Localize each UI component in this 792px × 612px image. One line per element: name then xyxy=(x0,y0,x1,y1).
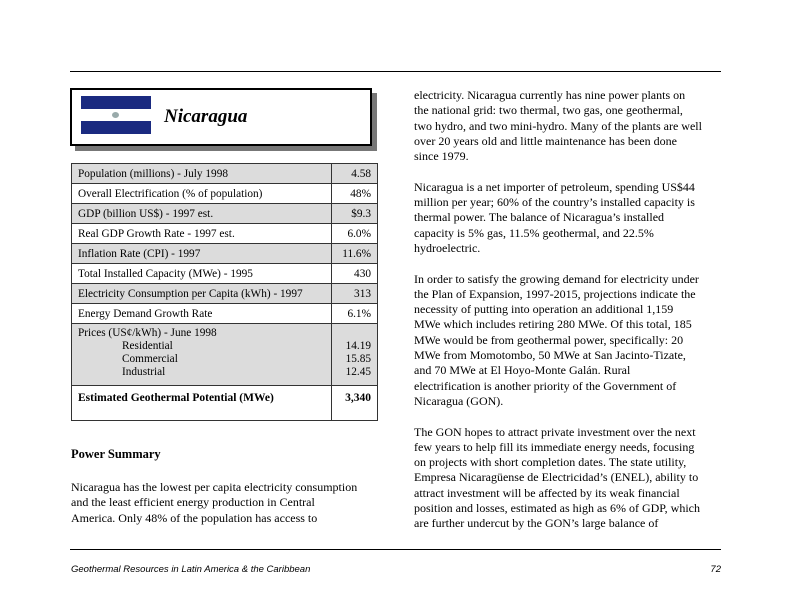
prices-label: Prices (US¢/kWh) - June 1998 xyxy=(78,327,217,339)
row-value: $9.3 xyxy=(331,203,378,224)
table-row-geothermal-potential: Estimated Geothermal Potential (MWe) 3,34… xyxy=(71,385,378,421)
text-line: attract investment will be affected by i… xyxy=(414,485,680,500)
text-line: and the least efficient energy productio… xyxy=(71,495,315,510)
text-line: the Plan of Expansion, 1997-2015, projec… xyxy=(414,286,696,301)
price-sector-label: Residential xyxy=(122,340,173,352)
text-line: MWe would be from geothermal power, spec… xyxy=(414,332,684,347)
text-line: since 1979. xyxy=(414,149,469,164)
text-line: are further undercut by the GON’s large … xyxy=(414,516,659,531)
page-number: 72 xyxy=(710,564,721,575)
text-line: over 20 years old and little maintenance… xyxy=(414,133,677,148)
price-sector-label: Commercial xyxy=(122,353,178,365)
text-line: Empresa Nicaragüense de Electricidad’s (… xyxy=(414,470,699,485)
footer-title: Geothermal Resources in Latin America & … xyxy=(71,564,311,575)
table-row: Energy Demand Growth Rate 6.1% xyxy=(71,303,378,324)
text-line: Nicaragua has the lowest per capita elec… xyxy=(71,480,358,494)
text-line: capacity is 5% gas, 11.5% geothermal, an… xyxy=(414,225,654,240)
paragraph: The GON hopes to attract private investm… xyxy=(414,425,702,532)
footer-rule xyxy=(70,549,721,550)
table-row: Population (millions) - July 1998 4.58 xyxy=(71,163,378,184)
text-line: thermal power. The balance of Nicaragua’… xyxy=(414,210,665,225)
row-label: Overall Electrification (% of population… xyxy=(71,183,332,204)
table-row: Total Installed Capacity (MWe) - 1995 430 xyxy=(71,263,378,284)
text-line: on projects with short completion dates.… xyxy=(414,455,687,470)
row-value: 6.0% xyxy=(331,223,378,244)
text-line: Nicaragua is a net importer of petroleum… xyxy=(414,179,695,194)
text-line: MWe from Momotombo, 50 MWe at San Jacint… xyxy=(414,348,686,363)
text-line: The GON hopes to attract private investm… xyxy=(414,424,696,439)
text-line: few years to help fill its immediate ene… xyxy=(414,439,695,454)
paragraph: Nicaragua has the lowest per capita elec… xyxy=(71,480,357,526)
row-label: GDP (billion US$) - 1997 est. xyxy=(71,203,332,224)
row-label: Real GDP Growth Rate - 1997 est. xyxy=(71,223,332,244)
right-column-text: electricity. Nicaragua currently has nin… xyxy=(414,88,702,547)
section-heading: Power Summary xyxy=(71,447,161,461)
row-value: 313 xyxy=(331,283,378,304)
row-label: Total Installed Capacity (MWe) - 1995 xyxy=(71,263,332,284)
table-row: Real GDP Growth Rate - 1997 est. 6.0% xyxy=(71,223,378,244)
table-row: Overall Electrification (% of population… xyxy=(71,183,378,204)
text-line: electrification is another priority of t… xyxy=(414,378,677,393)
row-value: 6.1% xyxy=(331,303,378,324)
text-line: Nicaragua (GON). xyxy=(414,393,504,408)
text-line: two hydro, and two mini-hydro. Many of t… xyxy=(414,118,702,133)
table-row-prices: Prices (US¢/kWh) - June 1998 Residential C… xyxy=(71,323,378,386)
table-row: Inflation Rate (CPI) - 1997 11.6% xyxy=(71,243,378,264)
row-label: Population (millions) - July 1998 xyxy=(71,163,332,184)
country-facts-table: Population (millions) - July 1998 4.58 Ove… xyxy=(71,163,378,421)
left-column-text: Nicaragua has the lowest per capita elec… xyxy=(71,480,357,541)
text-line: MWe which includes retiring 280 MWe. Of … xyxy=(414,317,692,332)
row-value: 48% xyxy=(331,183,378,204)
text-line: and 70 MWe at El Hoyo-Monte Galán. Rural xyxy=(414,363,631,378)
nicaragua-flag-icon xyxy=(81,96,151,134)
text-line: the national grid: two thermal, two gas,… xyxy=(414,103,683,118)
row-label: Prices (US¢/kWh) - June 1998 Residential C… xyxy=(71,323,332,386)
price-value: 15.85 xyxy=(345,353,371,365)
paragraph: In order to satisfy the growing demand f… xyxy=(414,272,702,410)
row-label: Energy Demand Growth Rate xyxy=(71,303,332,324)
row-values: 14.19 15.85 12.45 xyxy=(331,323,378,386)
row-label: Estimated Geothermal Potential (MWe) xyxy=(71,385,332,421)
header-rule xyxy=(70,71,721,72)
text-line: hydroelectric. xyxy=(414,240,481,255)
text-line: America. Only 48% of the population has … xyxy=(71,510,318,525)
table-row: Electricity Consumption per Capita (kWh)… xyxy=(71,283,378,304)
row-label: Electricity Consumption per Capita (kWh)… xyxy=(71,283,332,304)
price-value: 14.19 xyxy=(345,340,371,352)
text-line: In order to satisfy the growing demand f… xyxy=(414,271,699,286)
country-title-box: Nicaragua xyxy=(70,88,372,146)
row-label: Inflation Rate (CPI) - 1997 xyxy=(71,243,332,264)
text-line: electricity. Nicaragua currently has nin… xyxy=(414,88,686,102)
price-sector-label: Industrial xyxy=(122,366,166,378)
country-name: Nicaragua xyxy=(164,106,248,127)
text-line: position and losses, estimated as high a… xyxy=(414,501,700,516)
text-line: necessity of putting into operation an a… xyxy=(414,302,674,317)
row-value: 11.6% xyxy=(331,243,378,264)
paragraph: electricity. Nicaragua currently has nin… xyxy=(414,88,702,164)
paragraph: Nicaragua is a net importer of petroleum… xyxy=(414,180,702,256)
row-value: 430 xyxy=(331,263,378,284)
row-value: 3,340 xyxy=(331,385,378,421)
spacer xyxy=(338,327,371,340)
text-line: million per year; 60% of the country’s i… xyxy=(414,195,695,210)
price-value: 12.45 xyxy=(345,366,371,378)
row-value: 4.58 xyxy=(331,163,378,184)
table-row: GDP (billion US$) - 1997 est. $9.3 xyxy=(71,203,378,224)
